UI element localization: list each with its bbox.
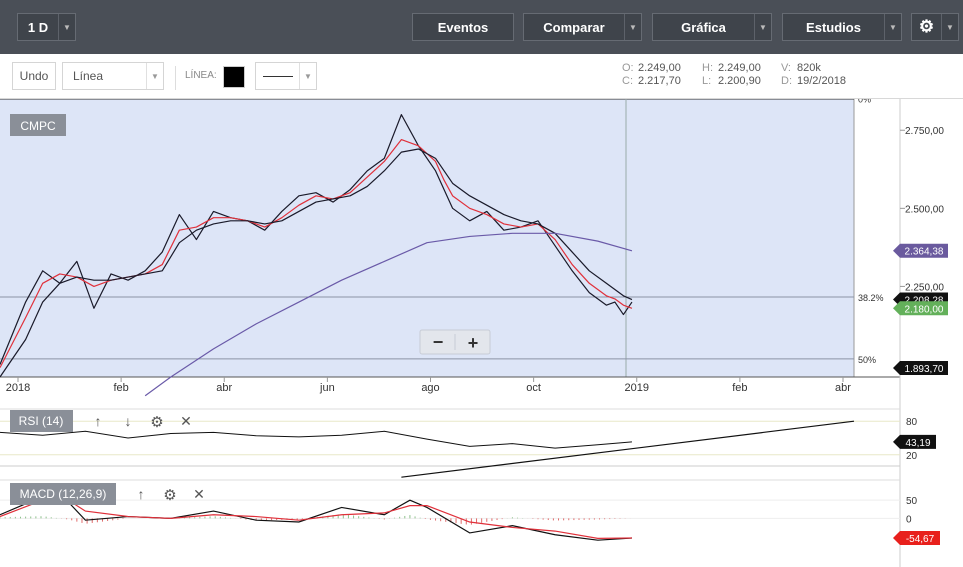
period-label: 1 D xyxy=(27,19,49,35)
price-badge xyxy=(893,243,948,258)
arrow-up-icon[interactable]: ↑ xyxy=(138,486,145,502)
x-tick-label: oct xyxy=(526,382,541,394)
low-value: 2.200,90 xyxy=(718,75,761,87)
x-tick-label: abr xyxy=(835,382,851,394)
x-tick-label: 2019 xyxy=(625,382,649,394)
fib-label: 0% xyxy=(858,99,871,104)
chart-type-menu-button[interactable]: Gráfica ▼ xyxy=(652,13,772,41)
price-badge-label: 1.893,70 xyxy=(905,364,944,375)
price-badge-label: 2.180,00 xyxy=(905,304,944,315)
chevron-down-icon: ▼ xyxy=(624,14,641,40)
line-style-select[interactable]: ▼ xyxy=(255,62,317,90)
x-tick-label: jun xyxy=(319,382,335,394)
price-badge-label: 2.208,28 xyxy=(905,295,944,306)
gear-icon[interactable]: ⚙ xyxy=(163,487,176,504)
macd-line-0 xyxy=(0,495,632,541)
rsi-value-label: 43,19 xyxy=(905,438,930,449)
line-style-preview xyxy=(263,75,293,77)
date-value: 19/2/2018 xyxy=(797,75,846,87)
zoom-out-icon[interactable]: − xyxy=(433,332,444,352)
chart-type-select[interactable]: Línea ▼ xyxy=(62,62,164,90)
chevron-down-icon: ▼ xyxy=(299,63,316,89)
studies-button[interactable]: Estudios ▼ xyxy=(782,13,902,41)
y-tick-label: 2.250,00 xyxy=(905,282,944,293)
open-value: 2.249,00 xyxy=(638,62,681,74)
price-series-line-2 xyxy=(0,148,633,378)
close-value: 2.217,70 xyxy=(638,75,681,87)
events-label: Eventos xyxy=(437,19,489,35)
close-icon[interactable]: ✕ xyxy=(180,413,192,429)
rsi-controls: ↑ ↓ ⚙ ✕ xyxy=(95,413,192,431)
macd-title: MACD (12,26,9) xyxy=(20,487,107,501)
price-badge xyxy=(893,301,948,316)
chevron-down-icon: ▼ xyxy=(884,14,901,40)
studies-label: Estudios xyxy=(806,19,861,35)
compare-label: Comparar xyxy=(543,19,605,35)
x-tick-label: feb xyxy=(113,382,128,394)
zoom-in-icon[interactable]: + xyxy=(468,333,479,353)
x-tick-label: abr xyxy=(216,382,232,394)
rsi-title: RSI (14) xyxy=(19,414,64,428)
top-toolbar: 1 D ▼ Eventos Comparar ▼ Gráfica ▼ Estud… xyxy=(0,0,963,54)
price-title: CMPC xyxy=(20,119,56,133)
y-tick-label: 2.750,00 xyxy=(905,126,944,137)
rsi-tick-label: 80 xyxy=(906,417,918,428)
rsi-tick-label: 20 xyxy=(906,451,918,462)
compare-button[interactable]: Comparar ▼ xyxy=(523,13,642,41)
price-badge-label: 2.364,38 xyxy=(905,247,944,258)
gear-icon: ⚙ xyxy=(918,17,935,36)
undo-label: Undo xyxy=(19,69,49,83)
chart-type-value: Línea xyxy=(73,69,104,83)
divider xyxy=(175,66,176,90)
events-button[interactable]: Eventos xyxy=(412,13,514,41)
volume-value: 820k xyxy=(797,62,821,74)
chart-menu-label: Gráfica xyxy=(681,19,726,35)
price-title-tag: CMPC xyxy=(10,114,66,136)
close-icon[interactable]: ✕ xyxy=(193,486,205,502)
ohlc-open-close: O: 2.249,00 C: 2.217,70 xyxy=(622,62,681,87)
chart-canvas[interactable]: 0%38.2%50% 2.000,002.250,002.500,002.750… xyxy=(0,99,963,567)
chevron-down-icon: ▼ xyxy=(146,63,163,89)
price-badge xyxy=(893,361,948,375)
macd-line-1 xyxy=(0,499,632,539)
price-series-line-3 xyxy=(144,232,633,397)
arrow-up-icon[interactable]: ↑ xyxy=(95,413,102,429)
x-tick-label: feb xyxy=(732,382,747,394)
fib-label: 50% xyxy=(858,355,876,365)
x-tick-label: ago xyxy=(421,382,439,394)
macd-tick-label: 50 xyxy=(906,496,918,507)
rsi-trendline xyxy=(401,420,855,478)
macd-value-badge xyxy=(893,531,940,545)
undo-button[interactable]: Undo xyxy=(12,62,56,90)
ohlc-high-low: H: 2.249,00 L: 2.200,90 xyxy=(702,62,761,87)
macd-controls: ↑ ⚙ ✕ xyxy=(138,486,205,504)
zoom-control[interactable]: − + xyxy=(419,329,491,355)
settings-button[interactable]: ⚙ ▼ xyxy=(911,13,959,41)
rsi-title-tag: RSI (14) xyxy=(10,410,73,432)
ohlc-volume-date: V: 820k D: 19/2/2018 xyxy=(781,62,846,87)
high-value: 2.249,00 xyxy=(718,62,761,74)
line-label: LÍNEA: xyxy=(185,70,217,81)
macd-tick-label: 0 xyxy=(906,514,912,525)
gear-icon[interactable]: ⚙ xyxy=(150,414,163,431)
y-tick-label: 2.500,00 xyxy=(905,204,944,215)
period-selector[interactable]: 1 D ▼ xyxy=(17,13,76,41)
line-color-swatch[interactable] xyxy=(223,66,245,88)
rsi-value-badge xyxy=(893,434,936,449)
chevron-down-icon: ▼ xyxy=(754,14,771,40)
macd-title-tag: MACD (12,26,9) xyxy=(10,483,116,505)
chevron-down-icon: ▼ xyxy=(58,14,75,40)
fib-label: 38.2% xyxy=(858,293,884,303)
x-tick-label: 2018 xyxy=(6,382,30,394)
chevron-down-icon: ▼ xyxy=(941,14,958,40)
drawing-toolbar: Undo Línea ▼ LÍNEA: ▼ O: 2.249,00 C: 2.217… xyxy=(0,54,963,99)
macd-value-label: -54,67 xyxy=(906,534,935,545)
arrow-down-icon[interactable]: ↓ xyxy=(125,413,132,429)
rsi-line xyxy=(0,430,633,449)
